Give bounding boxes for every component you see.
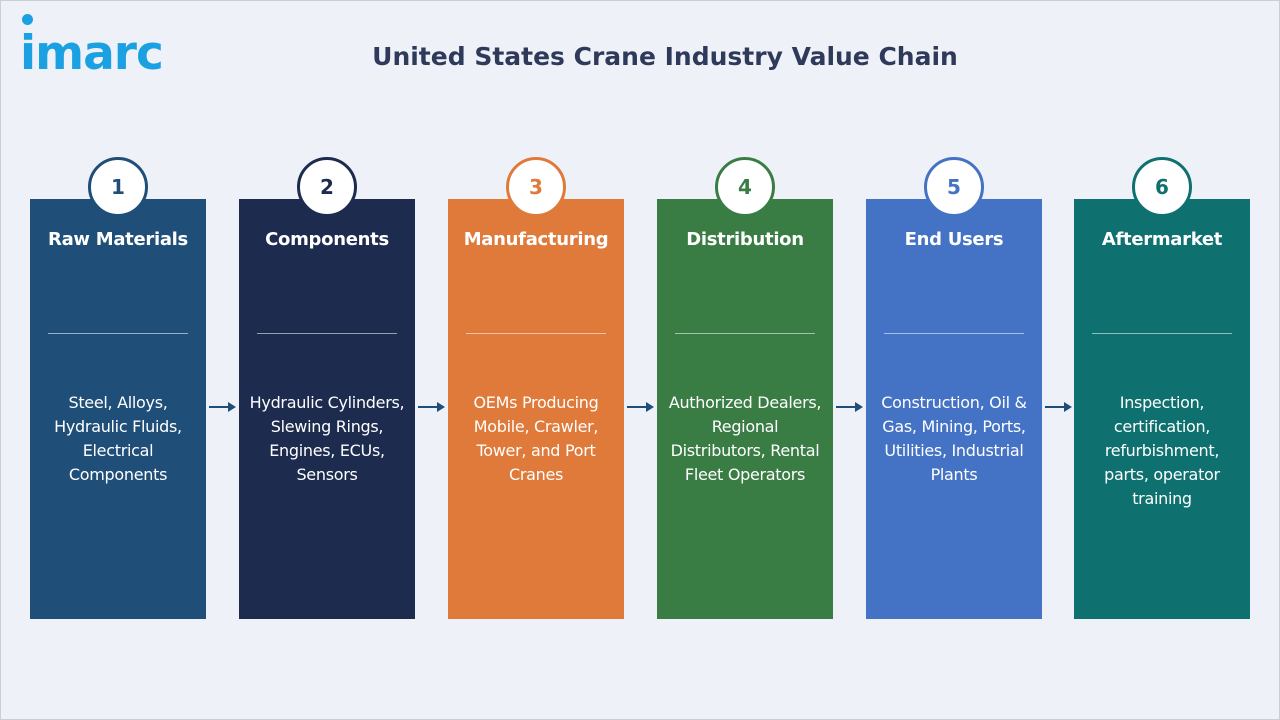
stage-name: Distribution <box>686 229 804 250</box>
arrow-right-icon <box>836 402 863 412</box>
stage-description: Inspection, certification, refurbishment… <box>1104 393 1220 508</box>
page-title: United States Crane Industry Value Chain <box>372 42 958 71</box>
step-number-badge: 5 <box>924 157 984 217</box>
stage-name: Aftermarket <box>1101 229 1223 250</box>
arrow-right-icon <box>1045 402 1072 412</box>
stage-manufacturing: Manufacturing OEMs Producing Mobile, Cra… <box>448 199 624 619</box>
stage-description: Construction, Oil & Gas, Mining, Ports, … <box>881 393 1027 484</box>
arrow-right-icon <box>209 402 236 412</box>
stage-aftermarket: Aftermarket Inspection, certification, r… <box>1074 199 1250 619</box>
stage-divider <box>1092 333 1232 334</box>
stage-divider <box>257 333 397 334</box>
stage-divider <box>675 333 815 334</box>
stage-description: OEMs Producing Mobile, Crawler, Tower, a… <box>473 393 599 484</box>
stage-name: Raw Materials <box>48 229 188 250</box>
logo-text: imarc <box>20 26 164 81</box>
step-number-badge: 1 <box>88 157 148 217</box>
stage-name: End Users <box>904 229 1004 250</box>
stage-description: Authorized Dealers, Regional Distributor… <box>668 393 822 484</box>
stage-divider <box>884 333 1024 334</box>
step-number-badge: 2 <box>297 157 357 217</box>
stage-name: Components <box>265 229 389 250</box>
step-number-badge: 4 <box>715 157 775 217</box>
stage-components: Components Hydraulic Cylinders, Slewing … <box>239 199 415 619</box>
arrow-right-icon <box>627 402 654 412</box>
step-number-badge: 6 <box>1132 157 1192 217</box>
arrow-right-icon <box>418 402 445 412</box>
stage-divider <box>48 333 188 334</box>
stage-distribution: Distribution Authorized Dealers, Regiona… <box>657 199 833 619</box>
stage-divider <box>466 333 606 334</box>
step-number-badge: 3 <box>506 157 566 217</box>
stage-description: Steel, Alloys, Hydraulic Fluids, Electri… <box>54 393 182 484</box>
stage-raw-materials: Raw Materials Steel, Alloys, Hydraulic F… <box>30 199 206 619</box>
imarc-logo: imarc <box>20 14 210 81</box>
stage-description: Hydraulic Cylinders, Slewing Rings, Engi… <box>249 393 405 484</box>
logo-dot <box>22 14 33 25</box>
stage-name: Manufacturing <box>463 229 609 250</box>
stage-end-users: End Users Construction, Oil & Gas, Minin… <box>866 199 1042 619</box>
